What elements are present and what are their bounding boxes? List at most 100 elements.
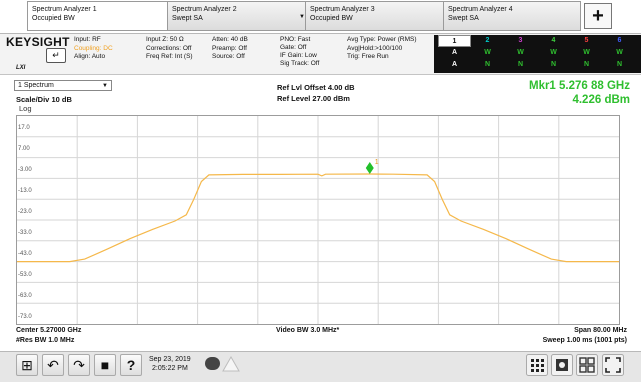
trace-detector-2[interactable]: N (484, 61, 491, 68)
spectrum-plot[interactable]: 1 (16, 115, 620, 325)
measure-dropdown-value: 1 Spectrum (18, 82, 54, 89)
y-tick-label: -3.00 (18, 167, 32, 173)
atten-value: Atten: 40 dB (212, 36, 248, 43)
trace-detector-1[interactable]: A (451, 61, 458, 68)
trigger-value: Trig: Free Run (347, 53, 389, 60)
y-tick-label: -53.0 (18, 272, 32, 278)
ref-offset-label: Ref Lvl Offset 4.00 dB (277, 83, 355, 92)
redo-icon[interactable]: ↷ (68, 354, 90, 376)
trace-table[interactable]: 1 2 3 4 5 6 A W W W W W A N N N N N (434, 35, 641, 73)
trace-number-1[interactable]: 1 (438, 35, 471, 47)
tab-spectrum-analyzer-3[interactable]: Spectrum Analyzer 3 Occupied BW (305, 1, 443, 31)
input-z-value: Input Z: 50 Ω (146, 36, 184, 43)
trace-detector-3[interactable]: N (517, 61, 524, 68)
tab-spectrum-analyzer-4[interactable]: Spectrum Analyzer 4 Swept SA (443, 1, 581, 31)
keypad-icon[interactable] (526, 354, 548, 376)
trace-detector-6[interactable]: N (616, 61, 623, 68)
help-icon[interactable]: ? (120, 354, 142, 376)
y-tick-label: -73.0 (18, 314, 32, 320)
warning-icon[interactable] (222, 355, 240, 373)
scale-div-label: Scale/Div 10 dB (16, 95, 72, 104)
chat-icon[interactable] (205, 357, 220, 370)
tab-subtitle: Occupied BW (32, 15, 75, 22)
sweep-label: Sweep 1.00 ms (1001 pts) (542, 337, 627, 344)
marker-readout: Mkr1 5.276 88 GHz (528, 80, 630, 92)
trace-type-2[interactable]: W (484, 49, 491, 56)
layout-grid-icon[interactable] (576, 354, 598, 376)
tab-spectrum-analyzer-2[interactable]: Spectrum Analyzer 2 Swept SA (167, 1, 305, 31)
trace-detector-5[interactable]: N (583, 61, 590, 68)
fullscreen-icon[interactable] (602, 354, 624, 376)
chevron-down-icon: ▼ (102, 83, 108, 89)
spectrum-graph: 1 (17, 116, 619, 324)
avg-hold-value: Avg|Hold:>100/100 (347, 44, 403, 52)
keysight-logo: KEYSIGHT (6, 35, 70, 49)
add-tab-button[interactable]: + (584, 3, 612, 29)
tab-subtitle: Swept SA (172, 15, 203, 22)
y-tick-label: 7.00 (18, 146, 30, 152)
trace-number-4[interactable]: 4 (551, 37, 556, 44)
trace-number-3[interactable]: 3 (518, 37, 523, 44)
y-tick-label: 17.0 (18, 125, 30, 131)
source-value: Source: Off (212, 53, 245, 60)
multi-window-icon[interactable] (551, 354, 573, 376)
tab-title: Spectrum Analyzer 2 (172, 6, 237, 13)
y-tick-label: -33.0 (18, 230, 32, 236)
atten-settings[interactable]: Atten: 40 dB Preamp: Off Source: Off (212, 36, 248, 62)
tab-title: Spectrum Analyzer 1 (32, 6, 97, 13)
trace-row: 1 2 3 4 5 6 (438, 35, 641, 47)
ref-level-label: Ref Level 27.00 dBm (277, 94, 350, 103)
align-value: Align: Auto (74, 53, 106, 60)
trace-type-3[interactable]: W (517, 49, 524, 56)
res-bw-label: #Res BW 1.0 MHz (16, 337, 75, 344)
trace-type-1[interactable]: A (451, 49, 458, 56)
corrections-value: Corrections: Off (146, 44, 192, 52)
y-tick-label: -43.0 (18, 251, 32, 257)
clock: Sep 23, 2019 2:05:22 PM (149, 355, 191, 373)
return-icon[interactable]: ↵ (46, 48, 66, 63)
trace-number-2[interactable]: 2 (485, 37, 490, 44)
preamp-value: Preamp: Off (212, 44, 247, 52)
tab-title: Spectrum Analyzer 4 (448, 6, 513, 13)
tab-subtitle: Occupied BW (310, 15, 353, 22)
time-label: 2:05:22 PM (152, 365, 188, 372)
trace-type-6[interactable]: W (616, 49, 623, 56)
log-label: Log (19, 104, 32, 113)
trace-number-6[interactable]: 6 (617, 37, 622, 44)
center-freq-label: Center 5.27000 GHz (16, 327, 82, 334)
input-value: Input: RF (74, 36, 101, 43)
pno-value: PNO: Fast (280, 36, 311, 43)
undo-icon[interactable]: ↶ (42, 354, 64, 376)
trace-1-line (17, 173, 619, 263)
tab-subtitle: Swept SA (448, 15, 479, 22)
gate-value: Gate: Off (280, 44, 307, 51)
tab-title: Spectrum Analyzer 3 (310, 6, 375, 13)
tab-spectrum-analyzer-1[interactable]: Spectrum Analyzer 1 Occupied BW (27, 1, 167, 31)
trace-type-4[interactable]: W (550, 49, 557, 56)
input-settings[interactable]: Input: RF Coupling: DC Align: Auto (74, 36, 113, 62)
file-icon[interactable]: ■ (94, 354, 116, 376)
windows-icon[interactable]: ⊞ (16, 354, 38, 376)
coupling-value: Coupling: DC (74, 44, 113, 52)
freq-ref-value: Freq Ref: Int (S) (146, 53, 193, 60)
marker-value: 4.226 dBm (572, 94, 630, 106)
date-label: Sep 23, 2019 (149, 356, 191, 363)
marker-1-diamond[interactable] (365, 162, 374, 175)
tab-dropdown-icon[interactable]: ▼ (299, 14, 305, 20)
avg-type-value: Avg Type: Power (RMS) (347, 36, 417, 43)
trace-type-5[interactable]: W (583, 49, 590, 56)
trace-number-5[interactable]: 5 (584, 37, 589, 44)
if-gain-value: IF Gain: Low (280, 52, 317, 59)
y-tick-label: -13.0 (18, 188, 32, 194)
trace-detector-4[interactable]: N (550, 61, 557, 68)
pno-settings[interactable]: PNO: Fast Gate: Off IF Gain: Low Sig Tra… (280, 36, 319, 68)
lxi-logo: LXI (16, 65, 26, 71)
avg-settings[interactable]: Avg Type: Power (RMS) Avg|Hold:>100/100 … (347, 36, 416, 62)
y-tick-label: -63.0 (18, 293, 32, 299)
marker-1-label: 1 (375, 159, 379, 166)
input-z-settings[interactable]: Input Z: 50 Ω Corrections: Off Freq Ref:… (146, 36, 193, 62)
measure-dropdown[interactable]: 1 Spectrum ▼ (14, 80, 112, 91)
sig-track-value: Sig Track: Off (280, 60, 320, 67)
